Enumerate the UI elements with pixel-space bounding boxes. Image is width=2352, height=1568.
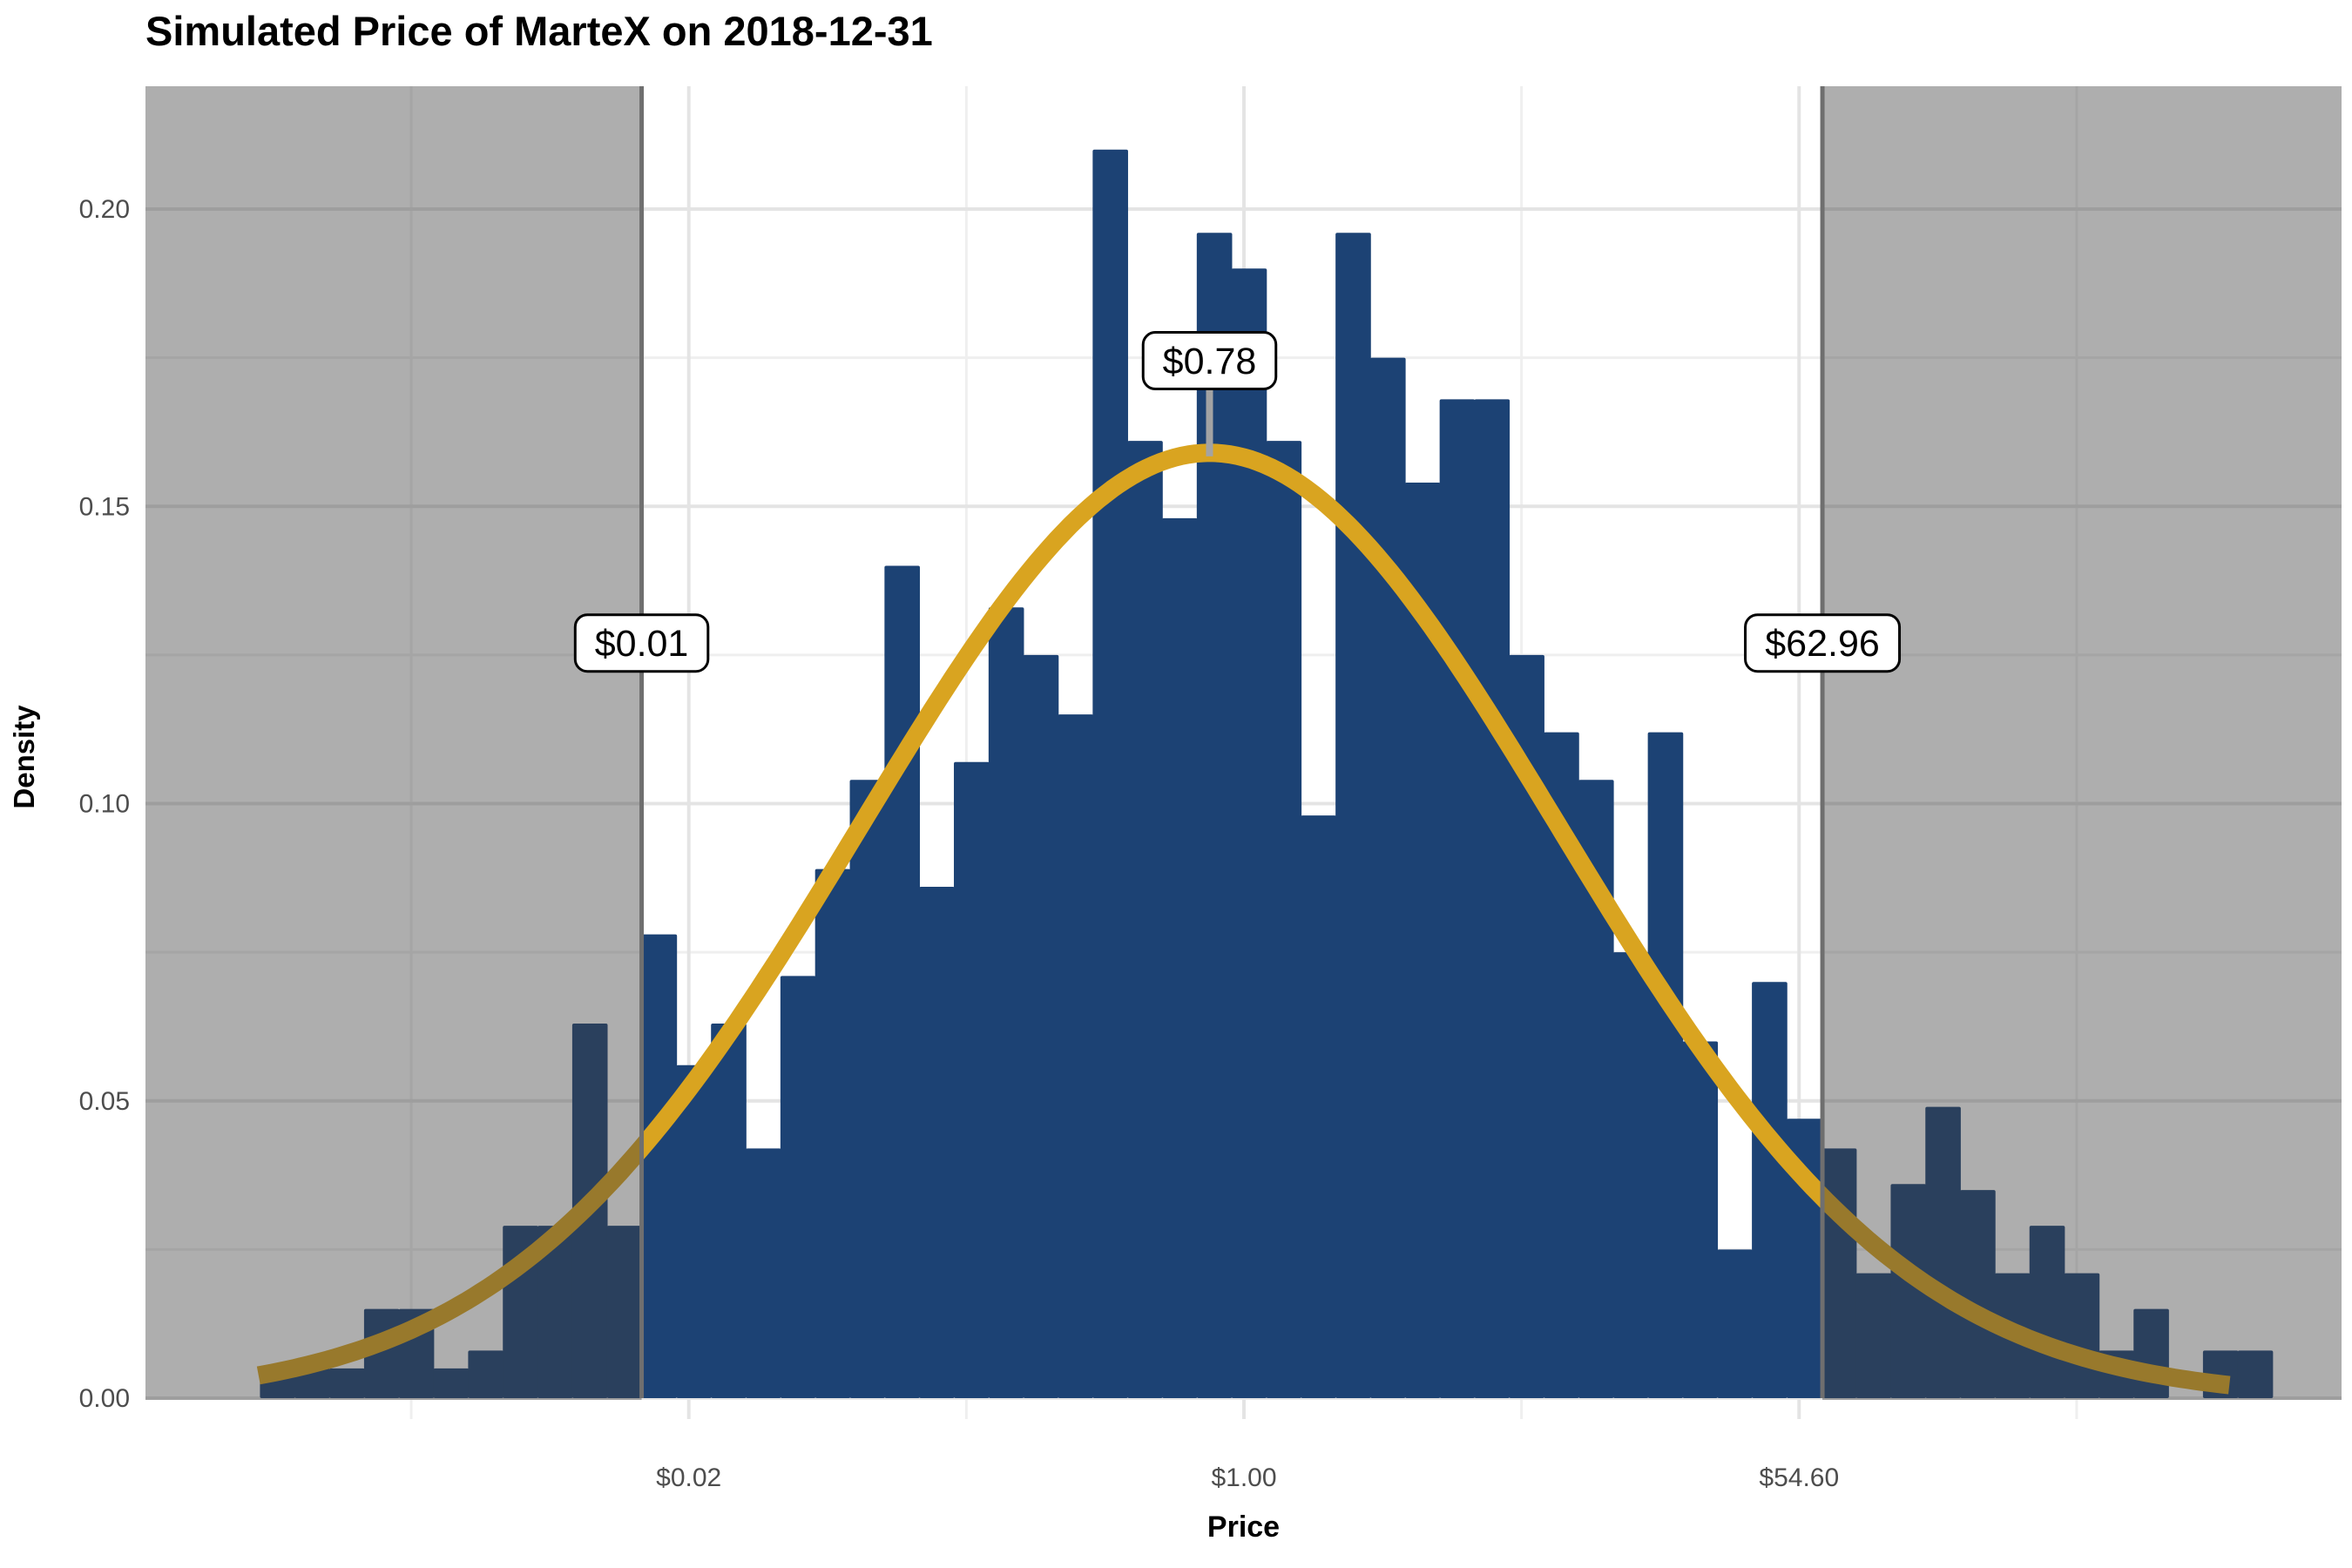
histogram-bar <box>1439 399 1476 1398</box>
histogram-bar <box>641 934 678 1398</box>
histogram-bar <box>1196 233 1233 1398</box>
histogram-bar <box>1509 654 1544 1398</box>
histogram-bar <box>884 565 920 1398</box>
histogram-bar <box>814 868 851 1398</box>
marker-label-lower-bound: $0.01 <box>595 623 689 665</box>
histogram-bar <box>1890 1184 1927 1398</box>
histogram-bar <box>1578 780 1614 1398</box>
histogram-bar <box>954 761 990 1398</box>
histogram-bar <box>676 1064 713 1398</box>
y-tick-label: 0.10 <box>79 790 130 819</box>
histogram-bar <box>1266 441 1302 1398</box>
histogram-bar <box>1404 482 1441 1399</box>
histogram-bar <box>988 607 1024 1398</box>
band-right <box>1822 86 2342 1400</box>
histogram-bar <box>1023 654 1059 1398</box>
histogram-bar <box>1544 732 1579 1398</box>
density-curve <box>256 443 2232 1395</box>
y-tick-label: 0.15 <box>79 492 130 521</box>
chart-title: Simulated Price of MarteX on 2018-12-31 <box>145 8 933 54</box>
marker-label-box-lower-bound <box>573 613 710 673</box>
x-tick-label: $54.60 <box>1759 1463 1839 1492</box>
x-axis-title: Price <box>1206 1511 1281 1544</box>
histogram-bar <box>1855 1273 1892 1398</box>
marker-label-median: $0.78 <box>1163 341 1257 382</box>
histogram-bar <box>1058 714 1094 1398</box>
histogram-bar <box>1960 1190 1996 1398</box>
histogram-bar <box>1127 441 1163 1398</box>
histogram-bar <box>1335 233 1371 1398</box>
y-axis-title: Density <box>8 705 40 809</box>
x-tick-label: $0.02 <box>656 1463 721 1492</box>
histogram-bar <box>537 1226 573 1398</box>
y-tick-label: 0.05 <box>79 1087 130 1116</box>
histogram-bar <box>1682 1041 1719 1398</box>
histogram-bar <box>1647 732 1684 1398</box>
histogram-bar <box>468 1350 504 1398</box>
histogram-bar <box>746 1148 781 1398</box>
histogram-bar <box>1474 399 1511 1398</box>
histogram-bar <box>919 887 955 1398</box>
histogram-bar <box>1301 815 1336 1398</box>
histogram-bar <box>1752 982 1788 1398</box>
histogram-bar <box>1925 1106 1961 1398</box>
y-tick-label: 0.00 <box>79 1384 130 1413</box>
histogram-bar <box>433 1368 470 1398</box>
histogram-bar <box>1717 1249 1753 1398</box>
y-tick-label: 0.20 <box>79 195 130 224</box>
histogram-bar <box>294 1368 330 1398</box>
histogram-bar <box>2237 1350 2274 1398</box>
histogram-bar <box>849 780 886 1398</box>
histogram-bar <box>1162 517 1198 1398</box>
histogram-bar <box>329 1368 365 1398</box>
histogram-bar <box>711 1024 747 1398</box>
marker-label-box-upper-bound <box>1744 613 1902 673</box>
histogram-bar <box>1612 952 1649 1398</box>
histogram-bar <box>1231 268 1267 1398</box>
marker-label-upper-bound: $62.96 <box>1765 623 1880 665</box>
histogram-bar <box>1092 149 1128 1398</box>
marker-label-box-median <box>1141 331 1278 391</box>
x-tick-label: $1.00 <box>1211 1463 1276 1492</box>
band-left <box>145 86 642 1400</box>
histogram-bar <box>780 976 816 1398</box>
histogram-bar <box>606 1226 643 1398</box>
histogram-bar <box>1369 357 1406 1398</box>
